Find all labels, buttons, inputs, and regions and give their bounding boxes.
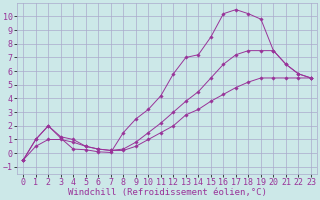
X-axis label: Windchill (Refroidissement éolien,°C): Windchill (Refroidissement éolien,°C) [68, 188, 267, 197]
